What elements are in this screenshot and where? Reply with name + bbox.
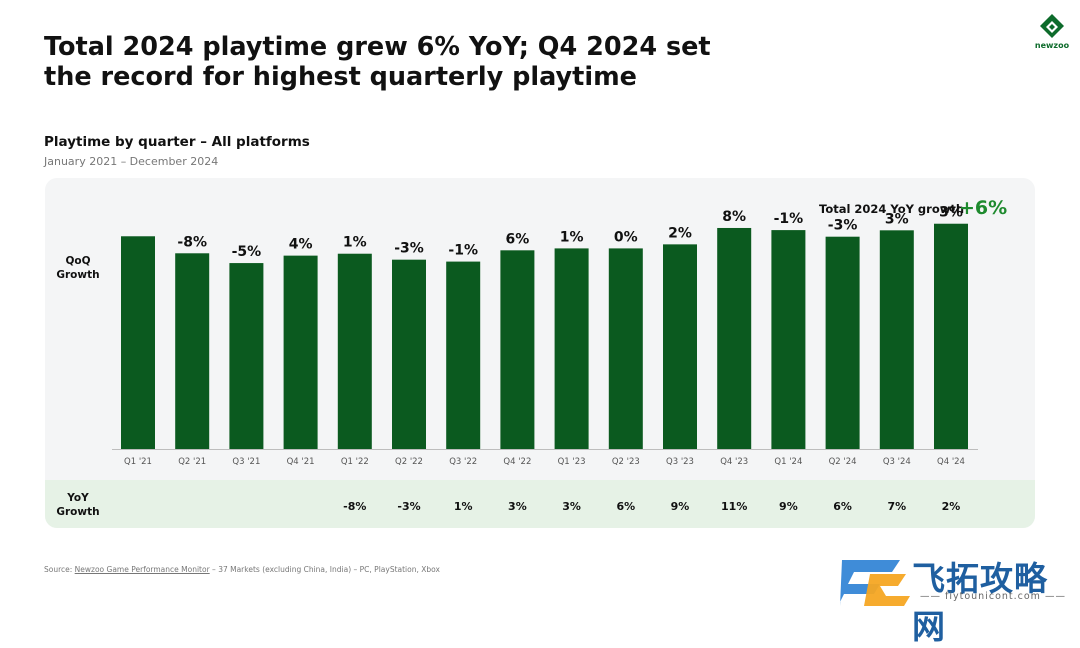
x-tick-label-5: Q1 '22 bbox=[341, 457, 369, 467]
headline-line-2: the record for highest quarterly playtim… bbox=[44, 62, 637, 92]
x-tick-label-9: Q1 '23 bbox=[558, 457, 586, 467]
yoy-label-8: 3% bbox=[508, 500, 527, 513]
chart-subtitle: Playtime by quarter – All platforms bbox=[44, 134, 310, 150]
chart-panel bbox=[45, 178, 1035, 528]
qoq-label-4: 4% bbox=[289, 237, 313, 253]
yoy-label-15: 7% bbox=[887, 500, 906, 513]
headline: Total 2024 playtime grew 6% YoY; Q4 2024… bbox=[44, 32, 744, 92]
qoq-label-6: -3% bbox=[394, 241, 424, 257]
yoy-label-line-1: YoY bbox=[67, 492, 89, 504]
yoy-label-7: 1% bbox=[454, 500, 473, 513]
x-tick-label-12: Q4 '23 bbox=[720, 457, 748, 467]
qoq-label-12: 8% bbox=[722, 209, 746, 225]
qoq-label-13: -1% bbox=[774, 211, 804, 227]
x-tick-label-8: Q4 '22 bbox=[503, 457, 531, 467]
bar-10 bbox=[608, 248, 643, 449]
qoq-label-8: 6% bbox=[506, 231, 530, 247]
yoy-growth-row-label: YoY Growth bbox=[52, 491, 104, 519]
logo-text: newzoo bbox=[1034, 41, 1070, 50]
qoq-label-5: 1% bbox=[343, 235, 367, 251]
qoq-label-3: -5% bbox=[232, 244, 262, 260]
x-tick-label-10: Q2 '23 bbox=[612, 457, 640, 467]
total-yoy-value: +6% bbox=[959, 197, 1008, 219]
source-link[interactable]: Newzoo Game Performance Monitor bbox=[74, 565, 210, 574]
source-prefix: Source: bbox=[44, 565, 75, 574]
source-note: Source: Newzoo Game Performance Monitor … bbox=[44, 565, 440, 574]
bar-15 bbox=[879, 230, 914, 449]
qoq-growth-row-label: QoQ Growth bbox=[52, 254, 104, 282]
qoq-label-14: -3% bbox=[828, 218, 858, 234]
source-rest: – 37 Markets (excluding China, India) – … bbox=[209, 565, 440, 574]
bar-3 bbox=[229, 263, 264, 449]
bar-12 bbox=[717, 227, 752, 449]
qoq-label-line-2: Growth bbox=[56, 269, 100, 281]
bar-4 bbox=[283, 255, 318, 449]
newzoo-logo-icon bbox=[1040, 14, 1064, 38]
x-tick-label-11: Q3 '23 bbox=[666, 457, 694, 467]
bar-11 bbox=[663, 244, 697, 449]
yoy-label-6: -3% bbox=[397, 500, 420, 513]
x-tick-label-4: Q4 '21 bbox=[287, 457, 315, 467]
yoy-label-13: 9% bbox=[779, 500, 798, 513]
qoq-label-11: 2% bbox=[668, 225, 692, 241]
fz-logo-icon bbox=[840, 560, 910, 606]
yoy-label-11: 9% bbox=[671, 500, 690, 513]
x-tick-label-16: Q4 '24 bbox=[937, 457, 965, 467]
yoy-label-5: -8% bbox=[343, 500, 366, 513]
qoq-label-9: 1% bbox=[560, 229, 584, 245]
x-tick-label-6: Q2 '22 bbox=[395, 457, 423, 467]
bar-8 bbox=[500, 250, 535, 449]
x-tick-label-13: Q1 '24 bbox=[774, 457, 802, 467]
qoq-label-7: -1% bbox=[448, 243, 478, 259]
yoy-label-12: 11% bbox=[721, 500, 747, 513]
yoy-label-16: 2% bbox=[942, 500, 961, 513]
bar-7 bbox=[446, 261, 481, 449]
qoq-label-16: 3% bbox=[939, 205, 963, 221]
watermark-url: —— fiytounicont.com —— bbox=[920, 591, 1066, 602]
yoy-label-line-2: Growth bbox=[56, 506, 100, 518]
headline-line-1: Total 2024 playtime grew 6% YoY; Q4 2024… bbox=[44, 32, 711, 62]
x-tick-label-2: Q2 '21 bbox=[178, 457, 206, 467]
bar-5 bbox=[337, 253, 372, 449]
x-tick-label-3: Q3 '21 bbox=[232, 457, 260, 467]
bar-chart: Q1 '21 -8% Q2 '21 -5% Q3 '21 4% Q4 '21 1% Q1 '22… bbox=[112, 205, 978, 513]
qoq-label-2: -8% bbox=[177, 234, 207, 250]
x-tick-label-15: Q3 '24 bbox=[883, 457, 911, 467]
qoq-label-10: 0% bbox=[614, 229, 638, 245]
bar-1 bbox=[121, 236, 155, 449]
x-tick-label-14: Q2 '24 bbox=[829, 457, 857, 467]
date-range: January 2021 – December 2024 bbox=[44, 155, 219, 168]
qoq-label-line-1: QoQ bbox=[65, 255, 91, 267]
bar-16 bbox=[934, 223, 968, 449]
bar-2 bbox=[175, 253, 210, 449]
yoy-growth-band bbox=[45, 480, 1035, 528]
total-yoy-label: Total 2024 YoY growth bbox=[819, 202, 965, 216]
yoy-label-14: 6% bbox=[833, 500, 852, 513]
yoy-label-10: 6% bbox=[616, 500, 635, 513]
bar-13 bbox=[771, 230, 806, 449]
bar-9 bbox=[554, 248, 589, 449]
bar-6 bbox=[392, 259, 426, 449]
x-tick-label-1: Q1 '21 bbox=[124, 457, 152, 467]
bar-14 bbox=[825, 236, 860, 449]
yoy-label-9: 3% bbox=[562, 500, 581, 513]
qoq-label-15: 3% bbox=[885, 211, 909, 227]
x-tick-label-7: Q3 '22 bbox=[449, 457, 477, 467]
